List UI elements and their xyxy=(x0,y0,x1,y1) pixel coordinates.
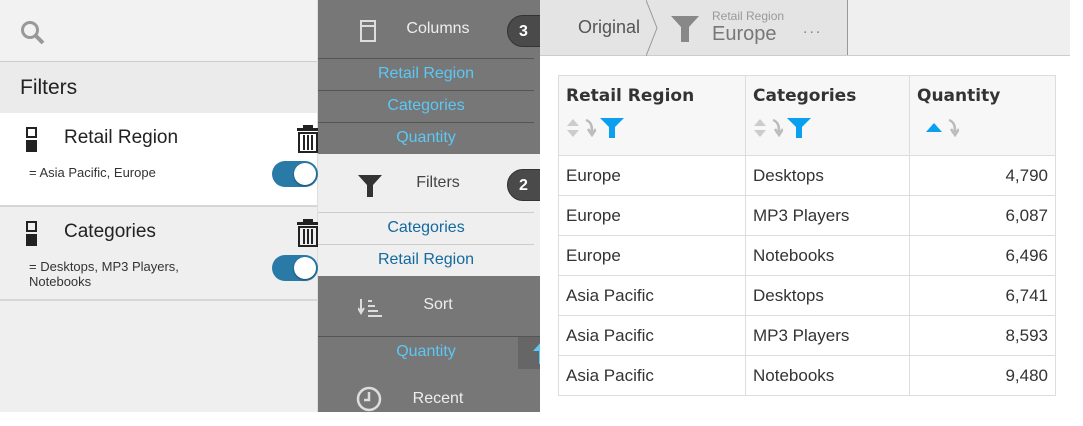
table-row[interactable]: Asia Pacific MP3 Players 8,593 xyxy=(558,315,1056,356)
cell-region: Asia Pacific xyxy=(558,355,746,396)
cell-category: Notebooks xyxy=(745,355,910,396)
table-row[interactable]: Europe MP3 Players 6,087 xyxy=(558,195,1056,236)
cell-region: Asia Pacific xyxy=(558,275,746,316)
cell-category: Desktops xyxy=(745,275,910,316)
column-item[interactable]: Categories xyxy=(318,90,534,122)
filters-panel: Filters Retail Region = Asia Pacific, Eu… xyxy=(0,0,320,412)
breadcrumb-filter-field: Retail Region xyxy=(712,9,785,23)
field-icon xyxy=(26,127,37,152)
breadcrumb-filter-value[interactable]: Europe xyxy=(712,23,777,45)
filter-active-icon[interactable] xyxy=(787,118,811,138)
table-row[interactable]: Asia Pacific Notebooks 9,480 xyxy=(558,355,1056,396)
breadcrumb-segment: Original Retail Region Europe ... xyxy=(540,0,848,56)
cell-category: Notebooks xyxy=(745,235,910,276)
table-row[interactable]: Europe Desktops 4,790 xyxy=(558,155,1056,196)
filter-toggle[interactable] xyxy=(272,255,318,281)
filters-section[interactable]: Filters 2 xyxy=(318,154,547,212)
cell-quantity: 4,790 xyxy=(909,155,1056,196)
cell-category: MP3 Players xyxy=(745,315,910,356)
header-label: Retail Region xyxy=(566,86,695,106)
column-item[interactable]: Retail Region xyxy=(318,58,534,90)
filter-value: = Desktops, MP3 Players, Notebooks xyxy=(29,259,179,289)
sort-item-label: Quantity xyxy=(396,343,456,360)
trash-icon[interactable] xyxy=(296,125,320,153)
header-label: Categories xyxy=(753,86,857,106)
sort-toggle-icon[interactable] xyxy=(566,118,580,138)
sort-label: Sort xyxy=(423,296,453,313)
more-options-button[interactable]: ... xyxy=(803,20,823,37)
data-view: Original Retail Region Europe ... Retail… xyxy=(540,0,1070,412)
columns-section[interactable]: Columns 3 xyxy=(318,0,547,58)
funnel-icon xyxy=(358,175,382,197)
filter-card-categories[interactable]: Categories = Desktops, MP3 Players, Note… xyxy=(0,207,320,301)
chevron-right-icon xyxy=(646,0,658,56)
recent-section[interactable]: Recent xyxy=(318,368,540,426)
search-bar[interactable] xyxy=(0,0,317,62)
sort-item[interactable]: Quantity xyxy=(318,336,560,369)
field-icon xyxy=(26,221,37,246)
sort-toggle-icon[interactable] xyxy=(753,118,767,138)
filters-label: Filters xyxy=(416,174,460,191)
clock-icon xyxy=(356,386,382,412)
sort-section[interactable]: Sort xyxy=(318,276,540,336)
column-header-retail-region[interactable]: Retail Region xyxy=(558,75,746,156)
cell-category: Desktops xyxy=(745,155,910,196)
pivot-arrow-icon[interactable] xyxy=(947,118,959,138)
filter-toggle[interactable] xyxy=(272,161,318,187)
pivot-arrow-icon[interactable] xyxy=(584,118,596,138)
cell-quantity: 6,741 xyxy=(909,275,1056,316)
sort-ascending-icon[interactable] xyxy=(925,122,943,134)
column-icon xyxy=(360,20,376,42)
breadcrumb-original[interactable]: Original xyxy=(578,17,641,37)
cell-region: Europe xyxy=(558,155,746,196)
filter-item[interactable]: Retail Region xyxy=(318,244,534,276)
table-row[interactable]: Europe Notebooks 6,496 xyxy=(558,235,1056,276)
filter-item[interactable]: Categories xyxy=(318,212,534,244)
column-item[interactable]: Quantity xyxy=(318,122,534,154)
cell-region: Asia Pacific xyxy=(558,315,746,356)
trash-icon[interactable] xyxy=(296,219,320,247)
column-header-categories[interactable]: Categories xyxy=(745,75,910,156)
header-label: Quantity xyxy=(917,86,1001,106)
cell-quantity: 6,087 xyxy=(909,195,1056,236)
cell-quantity: 9,480 xyxy=(909,355,1056,396)
breadcrumb: Original Retail Region Europe ... xyxy=(540,0,1070,56)
filter-value: = Asia Pacific, Europe xyxy=(29,165,156,180)
filter-title: Retail Region xyxy=(64,127,179,148)
view-settings-panel: Columns 3 Retail Region Categories Quant… xyxy=(318,0,560,412)
filter-active-icon[interactable] xyxy=(600,118,624,138)
table-row[interactable]: Asia Pacific Desktops 6,741 xyxy=(558,275,1056,316)
cell-quantity: 6,496 xyxy=(909,235,1056,276)
cell-quantity: 8,593 xyxy=(909,315,1056,356)
pivot-arrow-icon[interactable] xyxy=(771,118,783,138)
column-header-quantity[interactable]: Quantity xyxy=(909,75,1056,156)
sort-icon xyxy=(358,299,382,317)
columns-label: Columns xyxy=(406,20,470,37)
filter-title: Categories xyxy=(64,221,156,242)
funnel-icon xyxy=(671,16,699,42)
filters-heading: Filters xyxy=(0,62,317,113)
search-icon[interactable] xyxy=(20,20,46,46)
cell-region: Europe xyxy=(558,195,746,236)
recent-label: Recent xyxy=(412,390,464,407)
data-table: Retail Region Categories Quantity Europe… xyxy=(558,75,1056,396)
cell-category: MP3 Players xyxy=(745,195,910,236)
filter-card-retail-region[interactable]: Retail Region = Asia Pacific, Europe xyxy=(0,113,320,207)
cell-region: Europe xyxy=(558,235,746,276)
